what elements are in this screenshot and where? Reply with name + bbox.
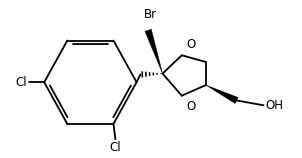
Text: Cl: Cl	[15, 76, 27, 89]
Text: Cl: Cl	[110, 141, 121, 154]
Polygon shape	[206, 85, 238, 103]
Text: Br: Br	[143, 8, 157, 21]
Text: OH: OH	[265, 99, 284, 112]
Polygon shape	[145, 29, 162, 73]
Text: O: O	[187, 100, 196, 112]
Text: O: O	[187, 38, 196, 51]
